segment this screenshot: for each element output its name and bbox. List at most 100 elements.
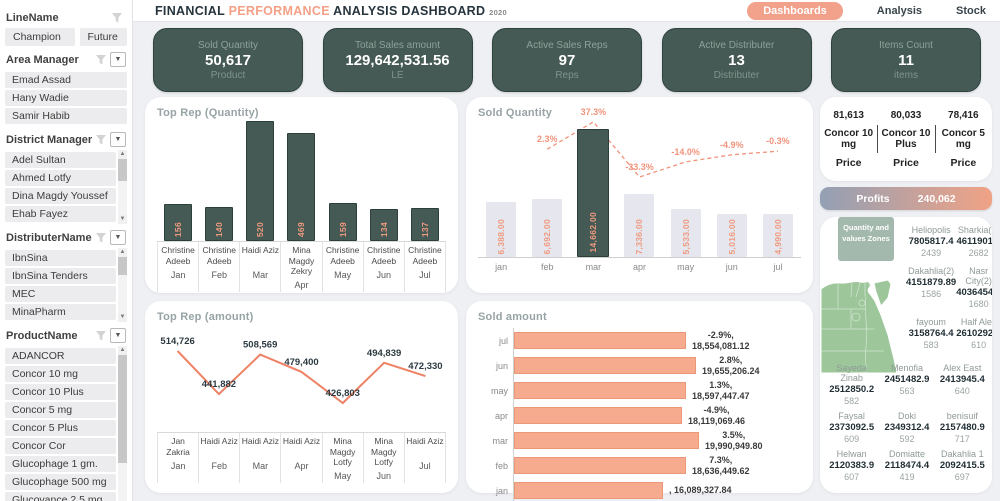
zone-entry: benisuif 2157480.9 717 [935, 411, 990, 444]
panel-title: Top Rep (amount) [157, 311, 254, 323]
zone-count: 609 [844, 434, 860, 444]
list-item[interactable]: Concor Cor [5, 438, 116, 454]
scrollbar-thumb[interactable] [118, 159, 127, 181]
top-rep-quantity-bar[interactable]: 140 [204, 207, 233, 241]
zone-name: Dakahlia(2) [908, 266, 955, 276]
distributer-list: IbnSina IbnSina Tenders MEC MinaPharm [5, 248, 116, 322]
list-item[interactable]: Concor 10 Plus [5, 384, 116, 400]
scrollbar[interactable]: ▲ ▼ [118, 346, 127, 501]
x-axis-label: Mina Magdy Lotfy May [321, 433, 363, 483]
zone-name: Heliopolis [911, 225, 951, 235]
area-manager-list: Emad Assad Hany Wadie Samir Habib [5, 70, 127, 126]
month-label: Mar [252, 461, 269, 472]
sold-quantity-bar[interactable]: 5,016.00 [716, 214, 747, 257]
sold-quantity-bar[interactable]: 6,388.00 [486, 202, 517, 257]
clear-filter-icon[interactable] [95, 232, 107, 244]
tab-dashboards[interactable]: Dashboards [747, 1, 843, 20]
list-item[interactable]: Ahmed Lotfy [5, 170, 116, 186]
clear-filter-icon[interactable] [111, 12, 123, 24]
chevron-down-icon[interactable]: ▼ [110, 328, 126, 343]
zone-name: fayoum [916, 317, 946, 327]
list-item[interactable]: Glucophage 1 gm. [5, 456, 116, 472]
list-item[interactable]: MinaPharm [5, 304, 116, 320]
list-item[interactable]: Dina Magdy Youssef [5, 188, 116, 204]
zone-count: 1680 [968, 299, 989, 309]
list-item[interactable]: Concor 10 mg [5, 366, 116, 382]
month-label: mar [585, 262, 602, 272]
list-item[interactable]: IbnSina [5, 250, 116, 266]
month-label: apr [494, 410, 508, 421]
zone-value: 2118474.4 [884, 460, 930, 471]
rep-name: Christine Adeeb [367, 245, 401, 266]
top-rep-quantity-bar[interactable]: 469 [287, 133, 316, 241]
amount-label: 18,636,449.62 [692, 465, 750, 476]
scrollbar-thumb[interactable] [118, 257, 127, 275]
scrollbar[interactable]: ▲ ▼ [118, 150, 127, 224]
list-item[interactable]: ADANCOR [5, 348, 116, 364]
sold-quantity-bar[interactable]: 6,692.00 [532, 199, 563, 257]
panel-title: Sold amount [478, 311, 547, 323]
zone-value: 4151879.89 [906, 277, 957, 288]
scroll-up-icon[interactable]: ▲ [118, 150, 127, 159]
sold-quantity-bar[interactable]: 5,533.00 [670, 209, 701, 257]
sold-amount-bar[interactable] [514, 457, 686, 474]
chevron-down-icon[interactable]: ▼ [110, 52, 126, 67]
month-label: feb [540, 262, 554, 272]
list-item[interactable]: Samir Habib [5, 108, 127, 124]
sold-quantity-chart: 2.3% 37.3% -33.3% -14.0% -4.9% -0.3% 6,388.00… [478, 107, 801, 257]
list-item[interactable]: Ehab Fayez [5, 206, 116, 222]
scroll-up-icon[interactable]: ▲ [118, 346, 127, 355]
linename-option-champion[interactable]: Champion [5, 28, 75, 46]
amount-label: , 16,089,327.84 [669, 485, 732, 496]
clear-filter-icon[interactable] [95, 134, 107, 146]
top-rep-quantity-bar[interactable]: 134 [370, 209, 399, 241]
sold-amount-bar[interactable] [514, 357, 696, 374]
sold-quantity-bar[interactable]: 4,990.00 [762, 214, 793, 257]
scroll-down-icon[interactable]: ▼ [118, 313, 127, 322]
list-item[interactable]: Emad Assad [5, 72, 127, 88]
tab-stock[interactable]: Stock [956, 4, 986, 17]
zone-value: 4036454.9 [956, 287, 992, 298]
top-rep-quantity-bar[interactable]: 137 [411, 208, 440, 241]
clear-filter-icon[interactable] [95, 330, 107, 342]
list-item[interactable]: Concor 5 Plus [5, 420, 116, 436]
scrollbar-thumb[interactable] [118, 355, 127, 463]
list-item[interactable]: Hany Wadie [5, 90, 127, 106]
sold-quantity-bar[interactable]: 7,336.00 [624, 194, 655, 257]
zone-entry: Doki 2349312.4 592 [879, 411, 934, 444]
clear-filter-icon[interactable] [95, 54, 107, 66]
bar-value-label: 7,336.00 [634, 218, 645, 255]
kpi-value: 13 [728, 51, 745, 69]
list-item[interactable]: Concor 5 mg [5, 402, 116, 418]
linename-option-future[interactable]: Future [79, 28, 127, 46]
scroll-up-icon[interactable]: ▲ [118, 248, 127, 257]
list-item[interactable]: Glucophage 500 mg [5, 474, 116, 490]
panel-title: Sold Quantity [478, 107, 553, 119]
bar-column: 137 [405, 121, 446, 241]
top-rep-quantity-bar[interactable]: 159 [328, 203, 357, 241]
bar-value-label: , 16,089,327.84 [669, 485, 732, 496]
sold-quantity-bar[interactable]: 14,662.00 [577, 129, 610, 257]
scrollbar[interactable]: ▲ ▼ [118, 248, 127, 322]
list-item[interactable]: IbnSina Tenders [5, 268, 116, 284]
list-item[interactable]: MEC [5, 286, 116, 302]
top-rep-amount-line-chart[interactable]: 514,726 441,882 508,569 479,400 426,803 494,8… [157, 333, 446, 417]
month-label: jul [498, 335, 508, 346]
chevron-down-icon[interactable]: ▼ [110, 230, 126, 245]
x-axis-label: Christine Adeeb May [321, 242, 363, 292]
chevron-down-icon[interactable]: ▼ [110, 132, 126, 147]
egypt-map[interactable] [820, 261, 908, 383]
top-rep-quantity-bar[interactable]: 520 [246, 121, 275, 241]
list-item[interactable]: Adel Sultan [5, 152, 116, 168]
sold-amount-bar[interactable] [514, 432, 699, 449]
scroll-down-icon[interactable]: ▼ [118, 215, 127, 224]
sold-amount-bar[interactable] [514, 482, 663, 499]
sold-amount-bar[interactable] [514, 407, 682, 424]
list-item[interactable]: Glucovance 2.5 mg [5, 492, 116, 501]
top-rep-quantity-bar[interactable]: 156 [163, 204, 192, 241]
sold-amount-bar[interactable] [514, 332, 686, 349]
sold-amount-bar[interactable] [514, 382, 686, 399]
rep-name: Mina Magdy Zekry [288, 245, 315, 277]
rep-name: Jan Zakria [166, 436, 190, 457]
tab-analysis[interactable]: Analysis [876, 4, 923, 17]
